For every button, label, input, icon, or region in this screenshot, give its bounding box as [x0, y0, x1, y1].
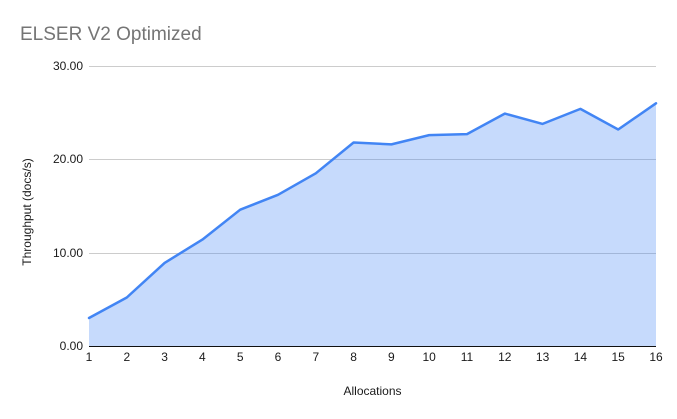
area-chart-svg	[87, 102, 658, 346]
x-tick-label: 10	[422, 350, 436, 364]
x-axis-line	[89, 346, 656, 347]
x-tick-label: 9	[388, 350, 395, 364]
x-tick-label: 6	[274, 350, 282, 364]
x-tick-label: 8	[350, 350, 357, 364]
series-area-fill	[89, 103, 656, 346]
x-tick-label: 2	[123, 350, 131, 364]
x-tick-label: 7	[312, 350, 320, 364]
y-tick-label: 10.00	[52, 245, 83, 260]
y-tick-label: 30.00	[52, 59, 83, 73]
x-tick-label: 5	[236, 350, 244, 364]
x-tick-label: 12	[498, 350, 512, 364]
x-tick-label: 16	[649, 350, 663, 364]
x-axis-title: Allocations	[343, 384, 402, 398]
chart-title: ELSER V2 Optimized	[20, 24, 202, 45]
x-tick-label: 11	[460, 350, 474, 364]
x-tick-label: 14	[573, 350, 588, 364]
gridline-y-20	[89, 159, 656, 161]
y-tick-label: 20.00	[52, 152, 83, 167]
x-tick-label: 3	[161, 350, 168, 364]
gridline-y-30	[89, 66, 656, 67]
x-tick-label: 13	[535, 350, 550, 364]
gridline-y-10	[89, 252, 656, 254]
x-tick-label: 15	[611, 350, 625, 364]
plot-area	[87, 66, 658, 347]
series-line	[87, 102, 658, 320]
x-tick-label: 4	[199, 350, 206, 364]
y-tick-label: 0.00	[59, 339, 83, 353]
x-tick-label: 1	[85, 350, 93, 364]
